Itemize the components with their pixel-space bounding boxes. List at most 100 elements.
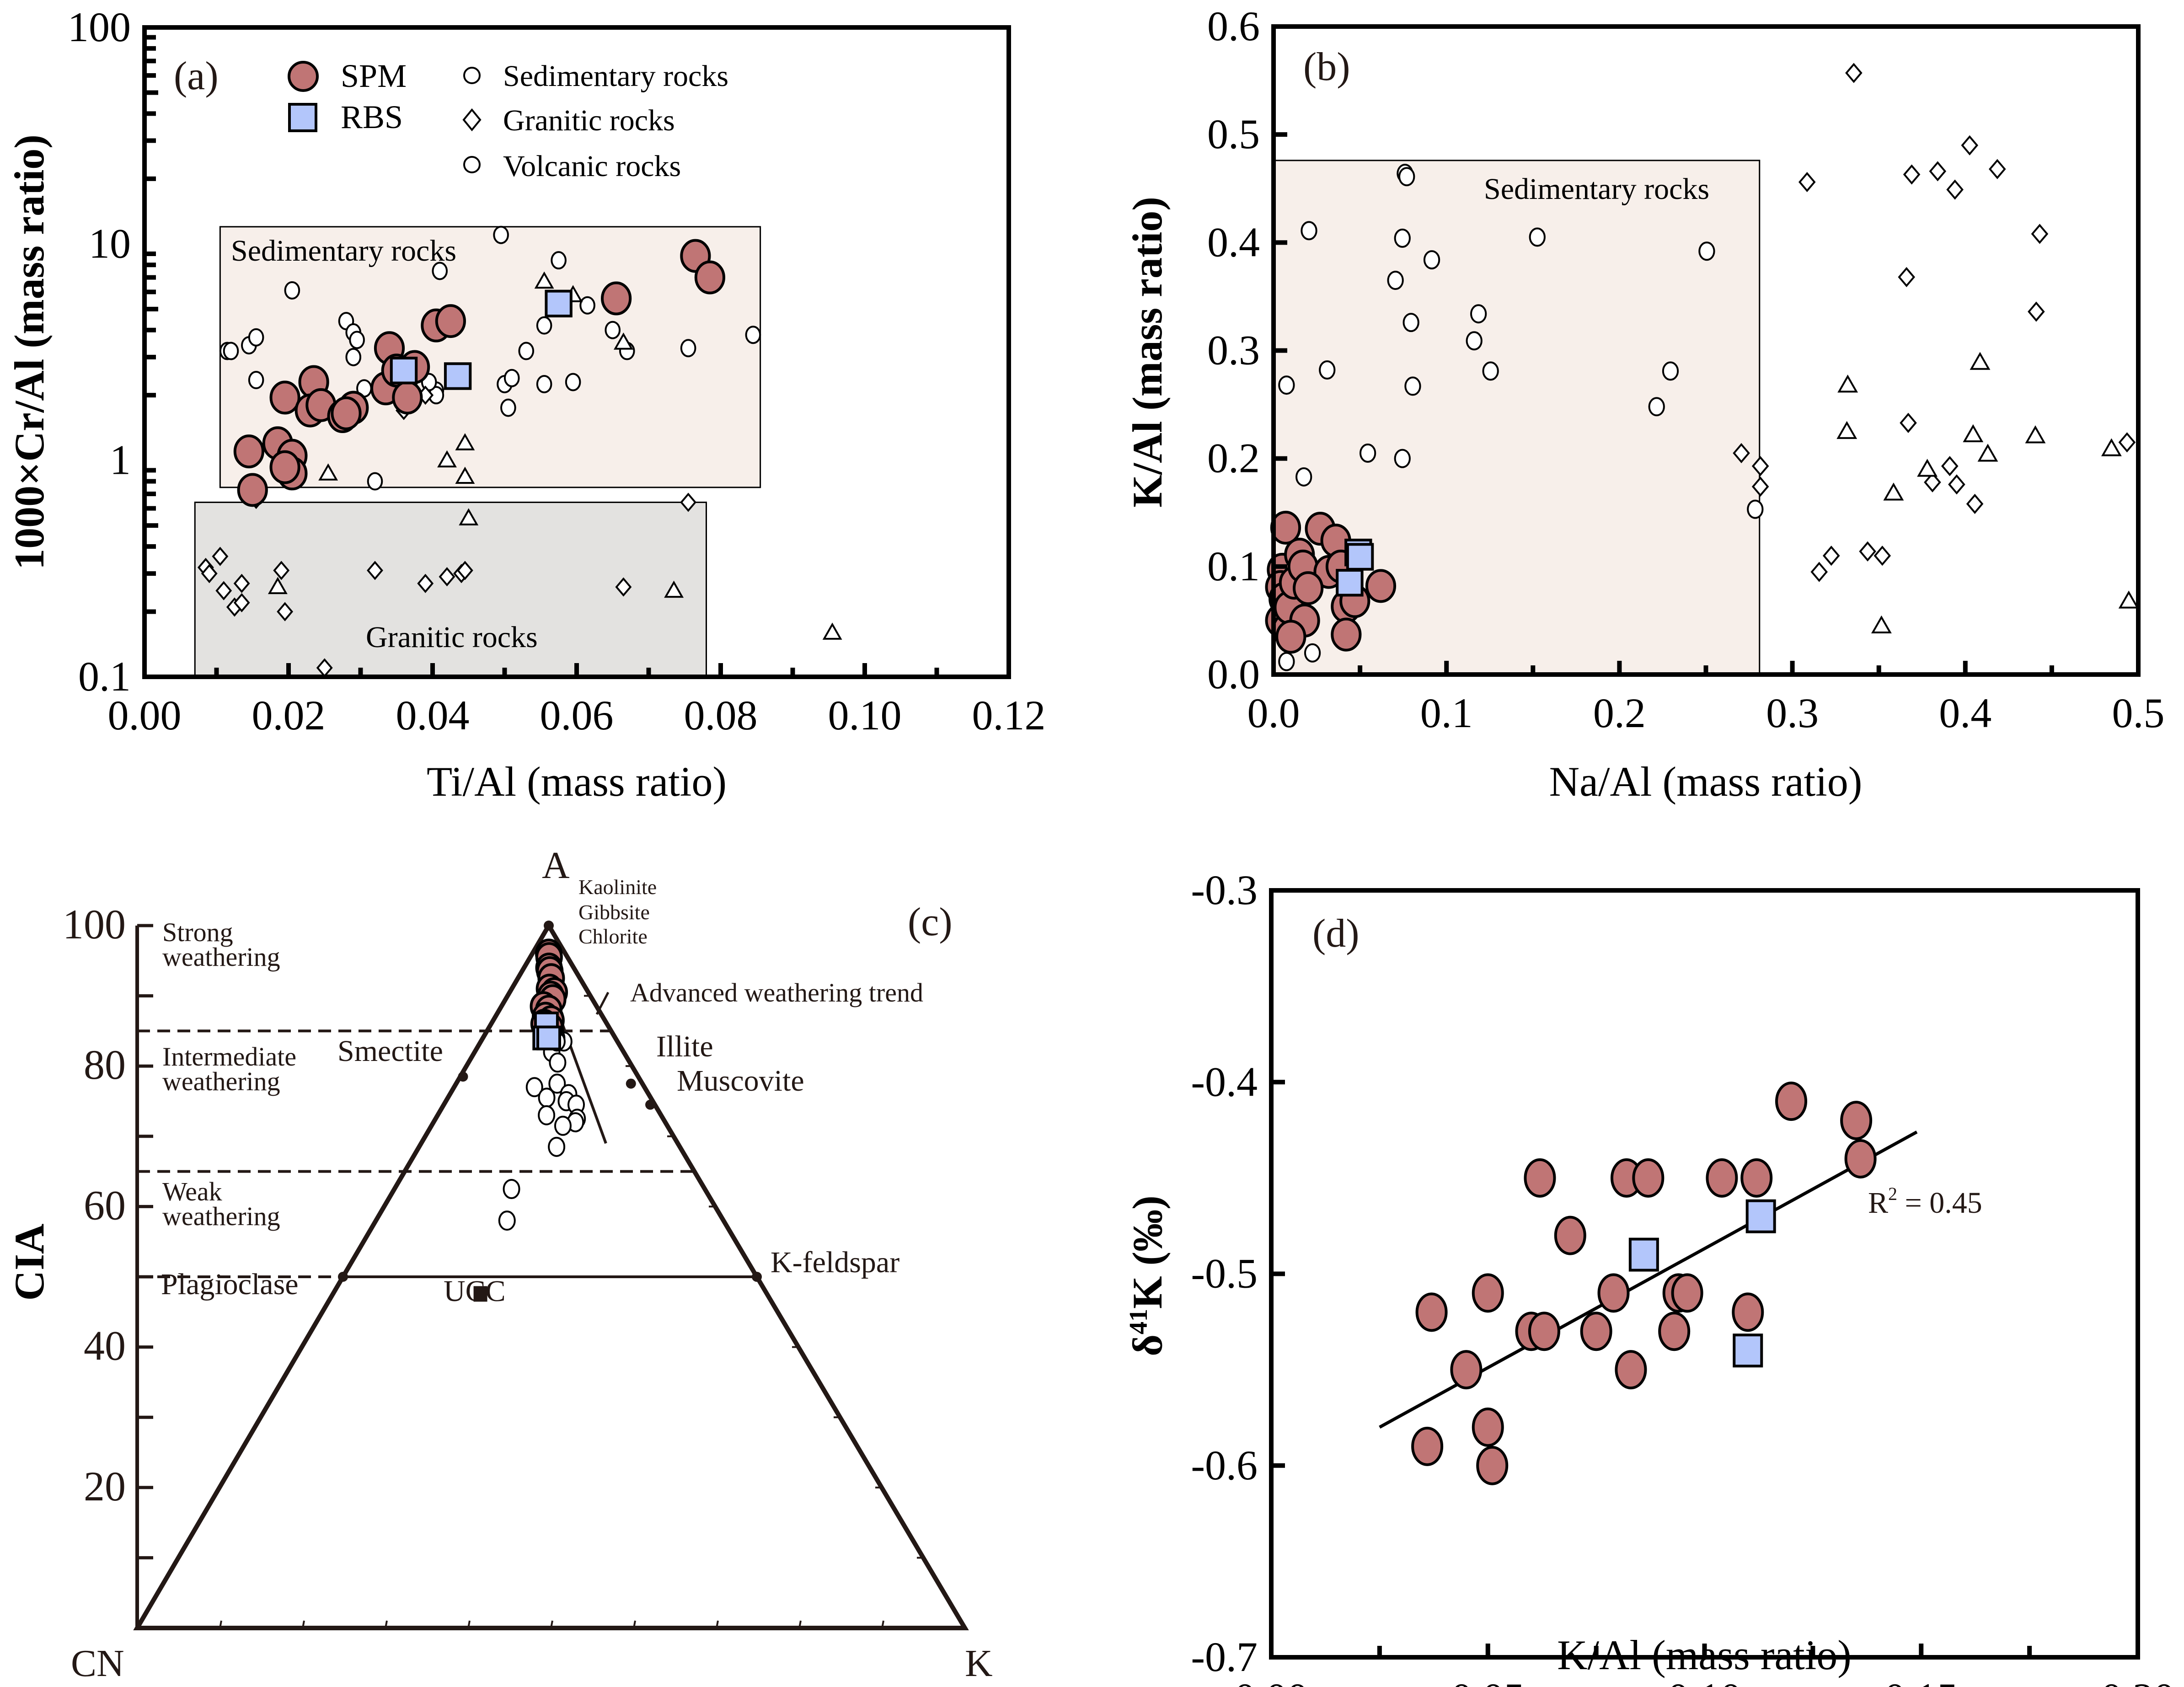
panel-d-r2-label: R: [1868, 1186, 1888, 1220]
point-volcanic-rocks: [1970, 352, 1991, 370]
point-spm: [1632, 1158, 1665, 1198]
x-tick-label: 0.02: [252, 692, 326, 739]
point-granitic-rocks: [1874, 546, 1891, 566]
point-spm: [1775, 1082, 1807, 1121]
point-granitic-rocks: [439, 567, 455, 587]
point-sedimentary-rocks: [565, 373, 581, 391]
point-sedimentary-rocks: [1278, 375, 1295, 395]
panel-c-illite: Illite: [656, 1030, 713, 1063]
point-sedimentary-rocks: [536, 375, 552, 393]
y-tick-label: 0.4: [1207, 219, 1260, 265]
point-granitic-rocks: [1929, 161, 1947, 182]
point-granitic-rocks: [1751, 476, 1769, 497]
point-rbs: [1733, 1334, 1763, 1368]
panel-c-ylabel: CIA: [6, 1224, 53, 1301]
panel-a-ylabel: 1000×Cr/Al (mass ratio): [6, 134, 53, 570]
panel-a-legend: SPM RBS Sedimentary rocks Granitic rocks…: [288, 58, 728, 183]
point-spm: [1472, 1407, 1504, 1447]
point-sedimentary-rocks: [1398, 167, 1415, 187]
point-sedimentary-rocks: [1301, 221, 1317, 241]
smectite-dot: [458, 1071, 468, 1082]
point-volcanic-rocks: [664, 580, 684, 598]
point-granitic-rocks: [1988, 159, 2006, 179]
point-granitic-rocks: [1900, 412, 1917, 433]
y-tick-label: 80: [84, 1041, 126, 1088]
point-sedimentary-rocks: [503, 369, 520, 387]
panel-c-zone-int-1: Intermediate: [162, 1042, 296, 1071]
point-sedimentary-rocks: [493, 225, 509, 244]
panel-b-chart: Sedimentary rocks 0.0 0.1 0.2 0.3 0.4 0.50.00…: [1124, 3, 2165, 805]
point-spm: [1450, 1350, 1483, 1390]
point-spm: [269, 450, 300, 484]
panel-a-xlabel: Ti/Al (mass ratio): [427, 758, 727, 805]
panel-c-chlorite: Chlorite: [578, 925, 648, 948]
point-sedimentary-rocks: [349, 331, 365, 349]
panel-b-region-label-sedimentary: Sedimentary rocks: [1484, 172, 1709, 206]
point-spm: [1411, 1426, 1444, 1466]
point-volcanic-rocks: [1963, 424, 1984, 442]
point-rbs: [545, 289, 573, 318]
point-rbs: [1745, 1199, 1776, 1233]
ucc-marker: [473, 1286, 487, 1302]
point-sedimentary-rocks: [518, 342, 535, 360]
y-tick-label: 0.5: [1207, 111, 1260, 157]
point-spm: [1740, 1158, 1773, 1198]
panel-b-xlabel: Na/Al (mass ratio): [1549, 758, 1863, 805]
y-tick-label: 0.1: [1207, 543, 1260, 589]
panel-c-ucc-label: UCC: [444, 1275, 506, 1308]
panel-c-zone-strong-1: Strong: [162, 917, 233, 947]
left-edge-tick: [301, 1340, 307, 1348]
base-tick: [716, 1620, 719, 1628]
point-spm: [1472, 1273, 1504, 1313]
muscovite-dot: [645, 1099, 656, 1110]
point-volcanic-rocks: [437, 450, 457, 468]
point-sedimentary-rocks: [1529, 227, 1546, 247]
point-spm: [237, 473, 268, 507]
panel-c-kaolinite: Kaolinite: [578, 875, 657, 899]
x-tick-label: 0.3: [1766, 690, 1819, 736]
panel-c-vertex-a: A: [542, 844, 570, 887]
point-spm: [1275, 620, 1306, 654]
panel-b-label: (b): [1303, 45, 1350, 89]
point-sedimentary-rocks: [498, 1210, 516, 1231]
point-granitic-rocks: [2031, 224, 2049, 244]
legend-rbs-label: RBS: [341, 99, 403, 135]
advanced-trend-leader: [595, 991, 610, 1015]
point-spm: [1840, 1101, 1873, 1141]
point-sedimentary-rocks: [248, 328, 264, 347]
point-sedimentary-rocks: [554, 1115, 572, 1136]
point-sedimentary-rocks: [1394, 449, 1411, 468]
legend-granitic-marker: [462, 108, 482, 132]
x-tick-label: 0.04: [396, 692, 470, 739]
point-sedimentary-rocks: [248, 371, 264, 390]
point-volcanic-rocks: [1837, 375, 1858, 393]
panel-c-plagioclase: Plagioclase: [161, 1268, 299, 1301]
left-edge-tick: [466, 1059, 472, 1067]
point-granitic-rocks: [1966, 493, 1984, 514]
point-rbs: [1336, 569, 1364, 597]
point-sedimentary-rocks: [1394, 228, 1411, 248]
point-volcanic-rocks: [455, 433, 475, 450]
legend-sedimentary-marker: [463, 67, 481, 84]
point-granitic-rocks: [1859, 541, 1876, 562]
point-sedimentary-rocks: [1648, 397, 1665, 417]
legend-spm-marker: [288, 61, 319, 92]
panel-c-label: (c): [908, 900, 953, 944]
panel-b-ylabel: K/Al (mass ratio): [1124, 197, 1171, 508]
x-tick-label: 0.08: [684, 692, 758, 739]
y-tick-label: -0.5: [1191, 1250, 1258, 1297]
x-tick-label: 0.20: [2101, 1675, 2175, 1687]
point-spm: [392, 380, 423, 415]
x-tick-label: 0.2: [1593, 690, 1646, 736]
point-sedimentary-rocks: [1404, 376, 1421, 396]
point-spm: [331, 396, 362, 430]
panel-a-region-labels: Sedimentary rocks Granitic rocks: [231, 234, 538, 654]
point-sedimentary-rocks: [1359, 443, 1376, 463]
point-granitic-rocks: [1948, 474, 1965, 495]
point-granitic-rocks: [615, 577, 632, 597]
point-rbs: [536, 1025, 561, 1050]
y-tick-label: 1: [110, 437, 131, 483]
left-edge-tick: [424, 1129, 431, 1137]
legend-granitic-label: Granitic rocks: [503, 104, 675, 137]
panel-c-zone-weak-1: Weak: [162, 1177, 222, 1206]
